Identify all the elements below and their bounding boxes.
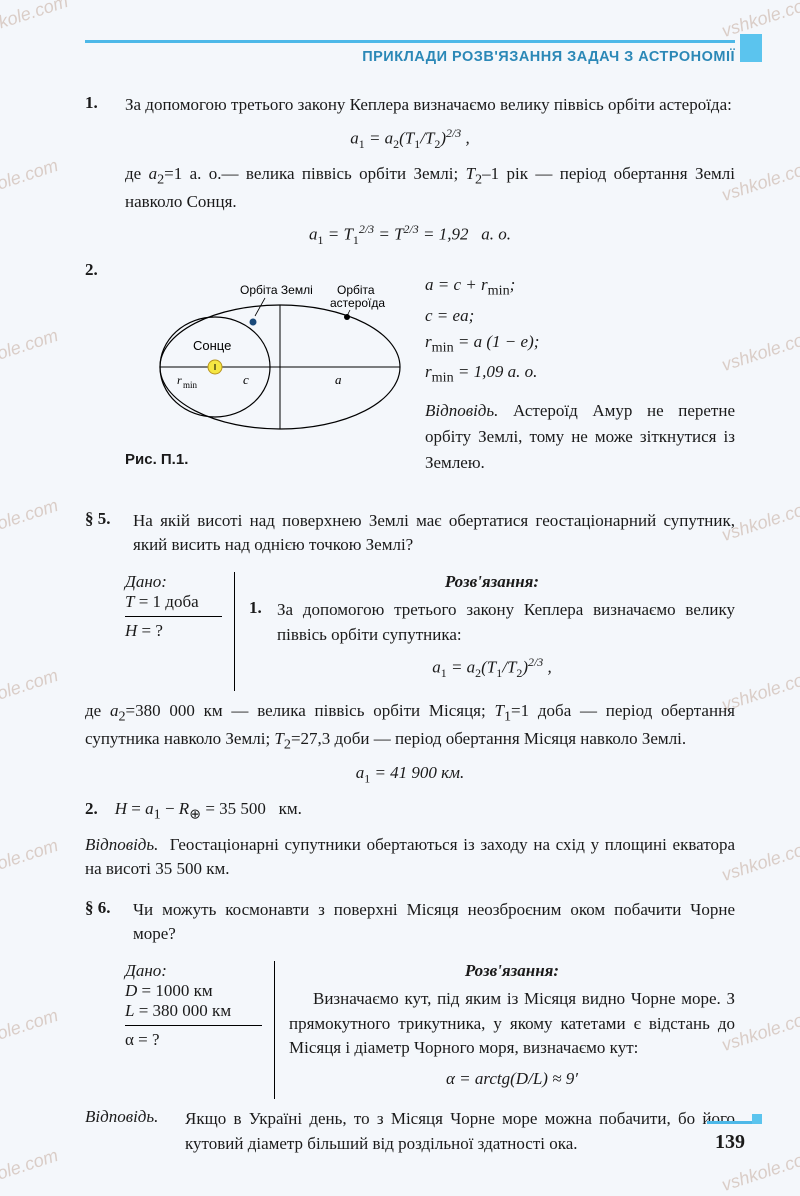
header-rule	[85, 40, 735, 43]
figure-container: Орбіта Землі Орбіта астероїда Сонце r mi…	[125, 272, 405, 468]
given-label: Дано:	[125, 961, 262, 981]
given-box: Дано: T = 1 доба H = ?	[125, 572, 235, 691]
formula: a1 = T12/3 = T2/3 = 1,92 а. о.	[85, 222, 735, 248]
page-number: 139	[715, 1131, 745, 1154]
formula: a1 = 41 900 км.	[85, 763, 735, 786]
page-content: ПРИКЛАДИ РОЗВ'ЯЗАННЯ ЗАДАЧ З АСТРОНОМІЇ …	[0, 0, 800, 1186]
section-number: § 6.	[85, 898, 133, 947]
solution-label: Розв'язання:	[249, 572, 735, 592]
solution-text: Визначаємо кут, під яким із Місяця видно…	[289, 987, 735, 1061]
svg-text:астероїда: астероїда	[330, 296, 385, 310]
solution-box: Розв'язання: Визначаємо кут, під яким із…	[289, 961, 735, 1099]
orbit-diagram: Орбіта Землі Орбіта астероїда Сонце r mi…	[125, 272, 405, 442]
answer-5: Відповідь. Геостаціонарні супутники обер…	[85, 833, 735, 882]
step-2: 2. H = a1 − R⊕ = 35 500 км.	[85, 797, 735, 825]
label-asteroid-orbit: Орбіта	[337, 283, 375, 297]
formula: α = arctg(D/L) ≈ 9′	[289, 1069, 735, 1089]
label-earth-orbit: Орбіта Землі	[240, 283, 313, 297]
header-square	[740, 34, 762, 62]
given-solution-block: Дано: T = 1 доба H = ? Розв'язання: 1. З…	[125, 572, 735, 691]
problem-2: 2. Орбіта Землі Орбіта астероїда Сонце	[85, 260, 735, 494]
formula: a1 = a2(T1/T2)2/3 ,	[249, 655, 735, 681]
given-label: Дано:	[125, 572, 222, 592]
formula: a1 = a2(T1/T2)2/3 ,	[85, 126, 735, 152]
problem-number: 1.	[85, 93, 125, 118]
solution-label: Розв'язання:	[289, 961, 735, 981]
problem-text: За допомогою третього закону Кеплера виз…	[125, 93, 735, 118]
equations-block: a = c + rmin; c = ea; rmin = a (1 − e); …	[425, 272, 735, 476]
section-question: На якій висоті над поверхнею Землі має о…	[133, 509, 735, 558]
given-box: Дано: D = 1000 км L = 380 000 км α = ?	[125, 961, 275, 1099]
answer-label: Відповідь.	[425, 401, 498, 420]
section-5: § 5. На якій висоті над поверхнею Землі …	[85, 509, 735, 558]
given-solution-block: Дано: D = 1000 км L = 380 000 км α = ? Р…	[125, 961, 735, 1099]
label-rmin: r	[177, 373, 182, 387]
answer-6: Відповідь. Якщо в Україні день, то з Міс…	[85, 1107, 735, 1156]
solution-continued: де a2=380 000 км — велика піввісь орбіти…	[85, 699, 735, 755]
footer-square	[752, 1114, 762, 1124]
figure-caption: Рис. П.1.	[125, 451, 405, 468]
step-text: За допомогою третього закону Кеплера виз…	[277, 598, 735, 647]
step-number: 1.	[249, 598, 277, 647]
svg-text:min: min	[183, 380, 198, 390]
problem-text-continued: де a2=1 а. о.— велика піввісь орбіти Зем…	[85, 162, 735, 215]
problem-number: 2.	[85, 260, 125, 494]
label-sun: Сонце	[193, 338, 231, 353]
problem-1: 1. За допомогою третього закону Кеплера …	[85, 93, 735, 118]
solution-box: Розв'язання: 1. За допомогою третього за…	[249, 572, 735, 691]
section-question: Чи можуть космонавти з поверхні Місяця н…	[133, 898, 735, 947]
label-c: c	[243, 372, 249, 387]
label-a: a	[335, 372, 342, 387]
section-number: § 5.	[85, 509, 133, 558]
section-6: § 6. Чи можуть космонавти з поверхні Міс…	[85, 898, 735, 947]
page-header: ПРИКЛАДИ РОЗВ'ЯЗАННЯ ЗАДАЧ З АСТРОНОМІЇ	[85, 49, 735, 65]
